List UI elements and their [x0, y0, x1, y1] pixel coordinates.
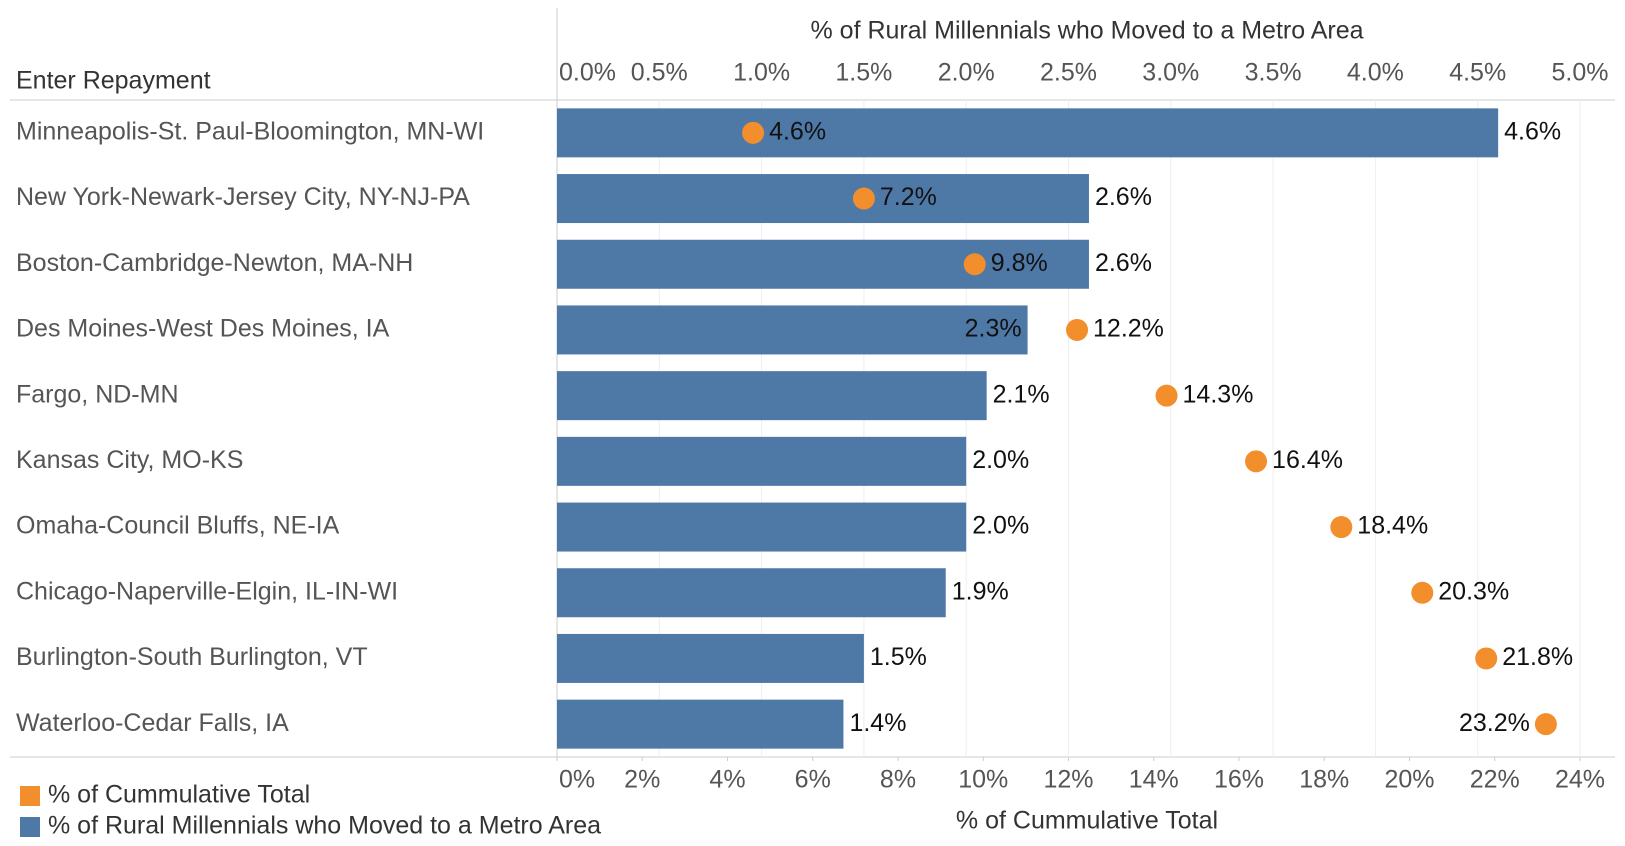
x2-tick-label: 12%	[1043, 766, 1093, 794]
x2-tick-label: 18%	[1299, 766, 1349, 794]
x-tick-label: 0.0%	[559, 59, 616, 87]
x-tick-label: 4.5%	[1449, 59, 1506, 87]
dot-label: 23.2%	[1459, 709, 1530, 737]
bar-label: 2.0%	[972, 512, 1029, 540]
x-tick-label: 4.0%	[1347, 59, 1404, 87]
bar	[557, 568, 946, 618]
x-tick-label: 0.5%	[631, 59, 688, 87]
bar-label: 4.6%	[1504, 117, 1561, 145]
x-tick-label: 1.5%	[835, 59, 892, 87]
bar	[557, 436, 967, 486]
bar-label: 2.6%	[1095, 183, 1152, 211]
dot-label: 16.4%	[1272, 446, 1343, 474]
category-label: Chicago-Naperville-Elgin, IL-IN-WI	[16, 577, 398, 605]
dot-label: 14.3%	[1183, 380, 1254, 408]
category-label: Fargo, ND-MN	[16, 380, 179, 408]
x2-tick-label: 22%	[1470, 766, 1520, 794]
legend-swatch	[20, 817, 40, 837]
dot-label: 9.8%	[991, 249, 1048, 277]
x2-tick-label: 6%	[795, 766, 831, 794]
bar	[557, 305, 1028, 355]
legend-label: % of Rural Millennials who Moved to a Me…	[48, 812, 601, 840]
x2-tick-label: 16%	[1214, 766, 1264, 794]
x-tick-label: 5.0%	[1552, 59, 1609, 87]
bar	[557, 108, 1499, 158]
x2-tick-label: 10%	[958, 766, 1008, 794]
bar-label: 2.1%	[993, 380, 1050, 408]
dot	[1066, 318, 1089, 341]
dot	[742, 121, 765, 144]
bar-label: 2.3%	[965, 315, 1022, 343]
dot-label: 4.6%	[769, 117, 826, 145]
bar	[557, 239, 1089, 289]
dot-label: 20.3%	[1438, 577, 1509, 605]
x2-tick-label: 20%	[1384, 766, 1434, 794]
x2-tick-label: 14%	[1129, 766, 1179, 794]
dot-label: 12.2%	[1093, 315, 1164, 343]
dot-label: 7.2%	[880, 183, 937, 211]
x2-tick-label: 4%	[709, 766, 745, 794]
x-tick-label: 3.0%	[1142, 59, 1199, 87]
x-axis-title: % of Rural Millennials who Moved to a Me…	[810, 17, 1363, 45]
category-label: Burlington-South Burlington, VT	[16, 643, 368, 671]
x-tick-label: 3.5%	[1245, 59, 1302, 87]
legend-label: % of Cummulative Total	[48, 781, 310, 809]
category-label: Omaha-Council Bluffs, NE-IA	[16, 512, 340, 540]
bar	[557, 699, 844, 749]
category-label: Boston-Cambridge-Newton, MA-NH	[16, 249, 413, 277]
legend-swatch	[20, 786, 40, 806]
x2-tick-label: 0%	[559, 766, 595, 794]
x2-tick-label: 2%	[624, 766, 660, 794]
x2-axis-title: % of Cummulative Total	[956, 807, 1218, 835]
bar	[557, 371, 987, 421]
bar	[557, 174, 1089, 224]
x-tick-label: 2.5%	[1040, 59, 1097, 87]
dot	[1330, 516, 1353, 539]
x2-tick-label: 8%	[880, 766, 916, 794]
dot-label: 21.8%	[1502, 643, 1573, 671]
bar	[557, 502, 967, 552]
x-tick-label: 1.0%	[733, 59, 790, 87]
dot	[1411, 581, 1434, 604]
x-tick-label: 2.0%	[938, 59, 995, 87]
dot	[1155, 384, 1178, 407]
bar-label: 1.9%	[952, 577, 1009, 605]
bar-label: 1.4%	[849, 709, 906, 737]
category-label: Des Moines-West Des Moines, IA	[16, 315, 390, 343]
bar-label: 2.0%	[972, 446, 1029, 474]
row-header: Enter Repayment	[16, 67, 211, 95]
x2-tick-label: 24%	[1555, 766, 1605, 794]
category-label: Kansas City, MO-KS	[16, 446, 243, 474]
bar	[557, 633, 864, 683]
dot-label: 18.4%	[1357, 512, 1428, 540]
category-label: New York-Newark-Jersey City, NY-NJ-PA	[16, 183, 470, 211]
dot	[1534, 713, 1557, 736]
dot	[963, 253, 986, 276]
dot	[1475, 647, 1498, 670]
dot	[1245, 450, 1268, 473]
bar-label: 2.6%	[1095, 249, 1152, 277]
category-label: Minneapolis-St. Paul-Bloomington, MN-WI	[16, 117, 484, 145]
category-label: Waterloo-Cedar Falls, IA	[16, 709, 289, 737]
bar-label: 1.5%	[870, 643, 927, 671]
dot	[852, 187, 875, 210]
